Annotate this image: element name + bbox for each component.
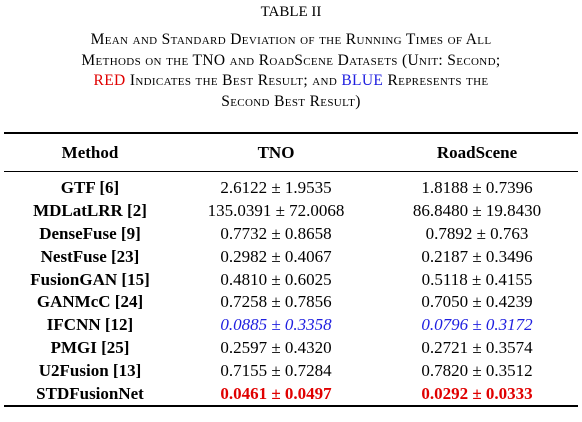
method-cell: NestFuse [23] bbox=[40, 246, 140, 266]
table-row: GANMcC [24] 0.7258 ± 0.7856 0.7050 ± 0.423… bbox=[4, 291, 578, 314]
table-row: MDLatLRR [2] 135.0391 ± 72.0068 86.8480 ± … bbox=[4, 200, 578, 223]
caption-blue: BLUE bbox=[341, 72, 384, 89]
table-row: FusionGAN [15] 0.4810 ± 0.6025 0.5118 ± 0.… bbox=[4, 268, 578, 291]
value-cell: 0.2721 ± 0.3574 bbox=[421, 337, 533, 357]
table-title: TABLE II bbox=[260, 4, 322, 20]
value-cell: 0.2597 ± 0.4320 bbox=[220, 337, 332, 357]
table-caption: Mean and Standard Deviation of the Runni… bbox=[0, 30, 582, 112]
caption-line: RED Indicates the Best Result; and BLUE … bbox=[0, 71, 582, 92]
value-cell: 0.7892 ± 0.763 bbox=[425, 223, 529, 243]
value-cell: 0.0885 ± 0.3358 bbox=[220, 315, 332, 335]
value-cell: 0.5118 ± 0.4155 bbox=[421, 269, 533, 289]
caption-text: Indicates the Best Result; and bbox=[125, 72, 342, 89]
value-cell: 0.2982 ± 0.4067 bbox=[220, 246, 332, 266]
method-cell: MDLatLRR [2] bbox=[33, 201, 147, 221]
value-cell: 135.0391 ± 72.0068 bbox=[207, 201, 345, 221]
method-cell: FusionGAN [15] bbox=[30, 269, 150, 289]
caption-line: Second Best Result) bbox=[0, 92, 582, 113]
caption-line: Methods on the TNO and RoadScene Dataset… bbox=[0, 51, 582, 72]
table-row: DenseFuse [9] 0.7732 ± 0.8658 0.7892 ± 0.7… bbox=[4, 223, 578, 246]
value-cell: 2.6122 ± 1.9535 bbox=[220, 178, 332, 198]
caption-red: RED bbox=[93, 72, 126, 89]
value-cell: 0.7050 ± 0.4239 bbox=[421, 292, 533, 312]
header-cell: RoadScene bbox=[436, 142, 518, 162]
value-cell: 86.8480 ± 19.8430 bbox=[412, 201, 542, 221]
method-cell: GANMcC [24] bbox=[36, 292, 144, 312]
table-row: GTF [6] 2.6122 ± 1.9535 1.8188 ± 0.7396 bbox=[4, 172, 578, 200]
caption-line: Mean and Standard Deviation of the Runni… bbox=[0, 30, 582, 51]
header-cell: Method bbox=[61, 142, 119, 162]
method-cell: IFCNN [12] bbox=[46, 315, 134, 335]
value-cell: 0.2187 ± 0.3496 bbox=[421, 246, 533, 266]
value-cell: 0.0796 ± 0.3172 bbox=[421, 315, 533, 335]
header-cell: TNO bbox=[257, 142, 295, 162]
value-cell: 0.4810 ± 0.6025 bbox=[220, 269, 332, 289]
table-body: GTF [6] 2.6122 ± 1.9535 1.8188 ± 0.7396 MDL… bbox=[4, 172, 578, 406]
value-cell: 1.8188 ± 0.7396 bbox=[421, 178, 533, 198]
method-cell: DenseFuse [9] bbox=[39, 223, 141, 243]
caption-text: Mean and Standard Deviation of the Runni… bbox=[90, 31, 492, 48]
header-row: Method TNO RoadScene bbox=[4, 133, 578, 172]
value-cell: 0.7820 ± 0.3512 bbox=[421, 360, 533, 380]
value-cell: 0.0292 ± 0.0333 bbox=[421, 383, 533, 403]
table-row: U2Fusion [13] 0.7155 ± 0.7284 0.7820 ± 0.3… bbox=[4, 359, 578, 382]
value-cell: 0.7258 ± 0.7856 bbox=[220, 292, 332, 312]
value-cell: 0.7732 ± 0.8658 bbox=[220, 223, 332, 243]
value-cell: 0.7155 ± 0.7284 bbox=[220, 360, 332, 380]
table-row: NestFuse [23] 0.2982 ± 0.4067 0.2187 ± 0.3… bbox=[4, 245, 578, 268]
table-row: PMGI [25] 0.2597 ± 0.4320 0.2721 ± 0.3574 bbox=[4, 337, 578, 360]
caption-text: Methods on the TNO and RoadScene Dataset… bbox=[81, 51, 501, 69]
table-row: IFCNN [12] 0.0885 ± 0.3358 0.0796 ± 0.3172 bbox=[4, 314, 578, 337]
table-row: STDFusionNet 0.0461 ± 0.0497 0.0292 ± 0.03… bbox=[4, 382, 578, 406]
table-header: Method TNO RoadScene bbox=[4, 133, 578, 172]
method-cell: PMGI [25] bbox=[50, 337, 130, 357]
method-cell: U2Fusion [13] bbox=[38, 360, 142, 380]
method-cell: STDFusionNet bbox=[36, 383, 144, 403]
method-cell: GTF [6] bbox=[60, 178, 120, 198]
results-table: Method TNO RoadScene GTF [6] 2.6122 ± 1.9… bbox=[4, 132, 578, 407]
value-cell: 0.0461 ± 0.0497 bbox=[220, 383, 332, 403]
caption-text: Second Best Result) bbox=[221, 92, 361, 110]
caption-text: Represents the bbox=[383, 72, 489, 89]
